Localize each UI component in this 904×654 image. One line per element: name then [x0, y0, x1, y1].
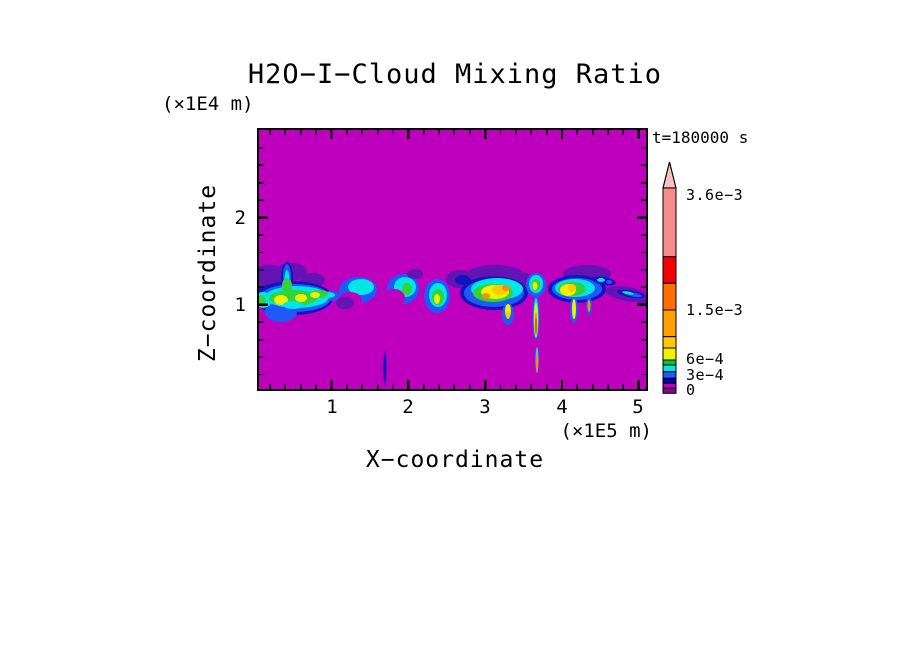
y-axis-title: Z−coordinate — [195, 183, 221, 363]
y-tick-label-1: 1 — [234, 294, 246, 316]
cloud-field — [257, 262, 648, 386]
plot-background — [257, 128, 648, 391]
colorbar-segments — [662, 187, 677, 394]
y-tick-label-2: 2 — [234, 207, 246, 229]
x-tick-label-4: 4 — [556, 396, 568, 418]
x-tick-label-3: 3 — [479, 396, 491, 418]
colorbar-label-3p6e-3: 3.6e−3 — [686, 186, 744, 204]
plot-border — [257, 128, 648, 391]
y-axis-unit-label: (×1E4 m) — [162, 93, 254, 115]
x-tick-label-2: 2 — [402, 396, 414, 418]
plot-area — [257, 128, 648, 391]
x-tick-label-1: 1 — [326, 396, 338, 418]
time-annotation: t=180000 s — [652, 128, 749, 147]
x-axis-title: X−coordinate — [365, 447, 545, 473]
colorbar-arrow — [662, 161, 677, 189]
colorbar — [662, 161, 677, 394]
x-tick-label-5: 5 — [632, 396, 644, 418]
colorbar-label-0: 0 — [686, 381, 696, 399]
colorbar-label-3e-4: 3e−4 — [686, 366, 725, 384]
colorbar-label-6e-4: 6e−4 — [686, 350, 725, 368]
colorbar-label-1p5e-3: 1.5e−3 — [686, 301, 744, 319]
chart-title: H2O−I−Cloud Mixing Ratio — [247, 59, 663, 90]
x-axis-unit-label: (×1E5 m) — [560, 420, 652, 442]
axis-ticks — [259, 130, 646, 389]
